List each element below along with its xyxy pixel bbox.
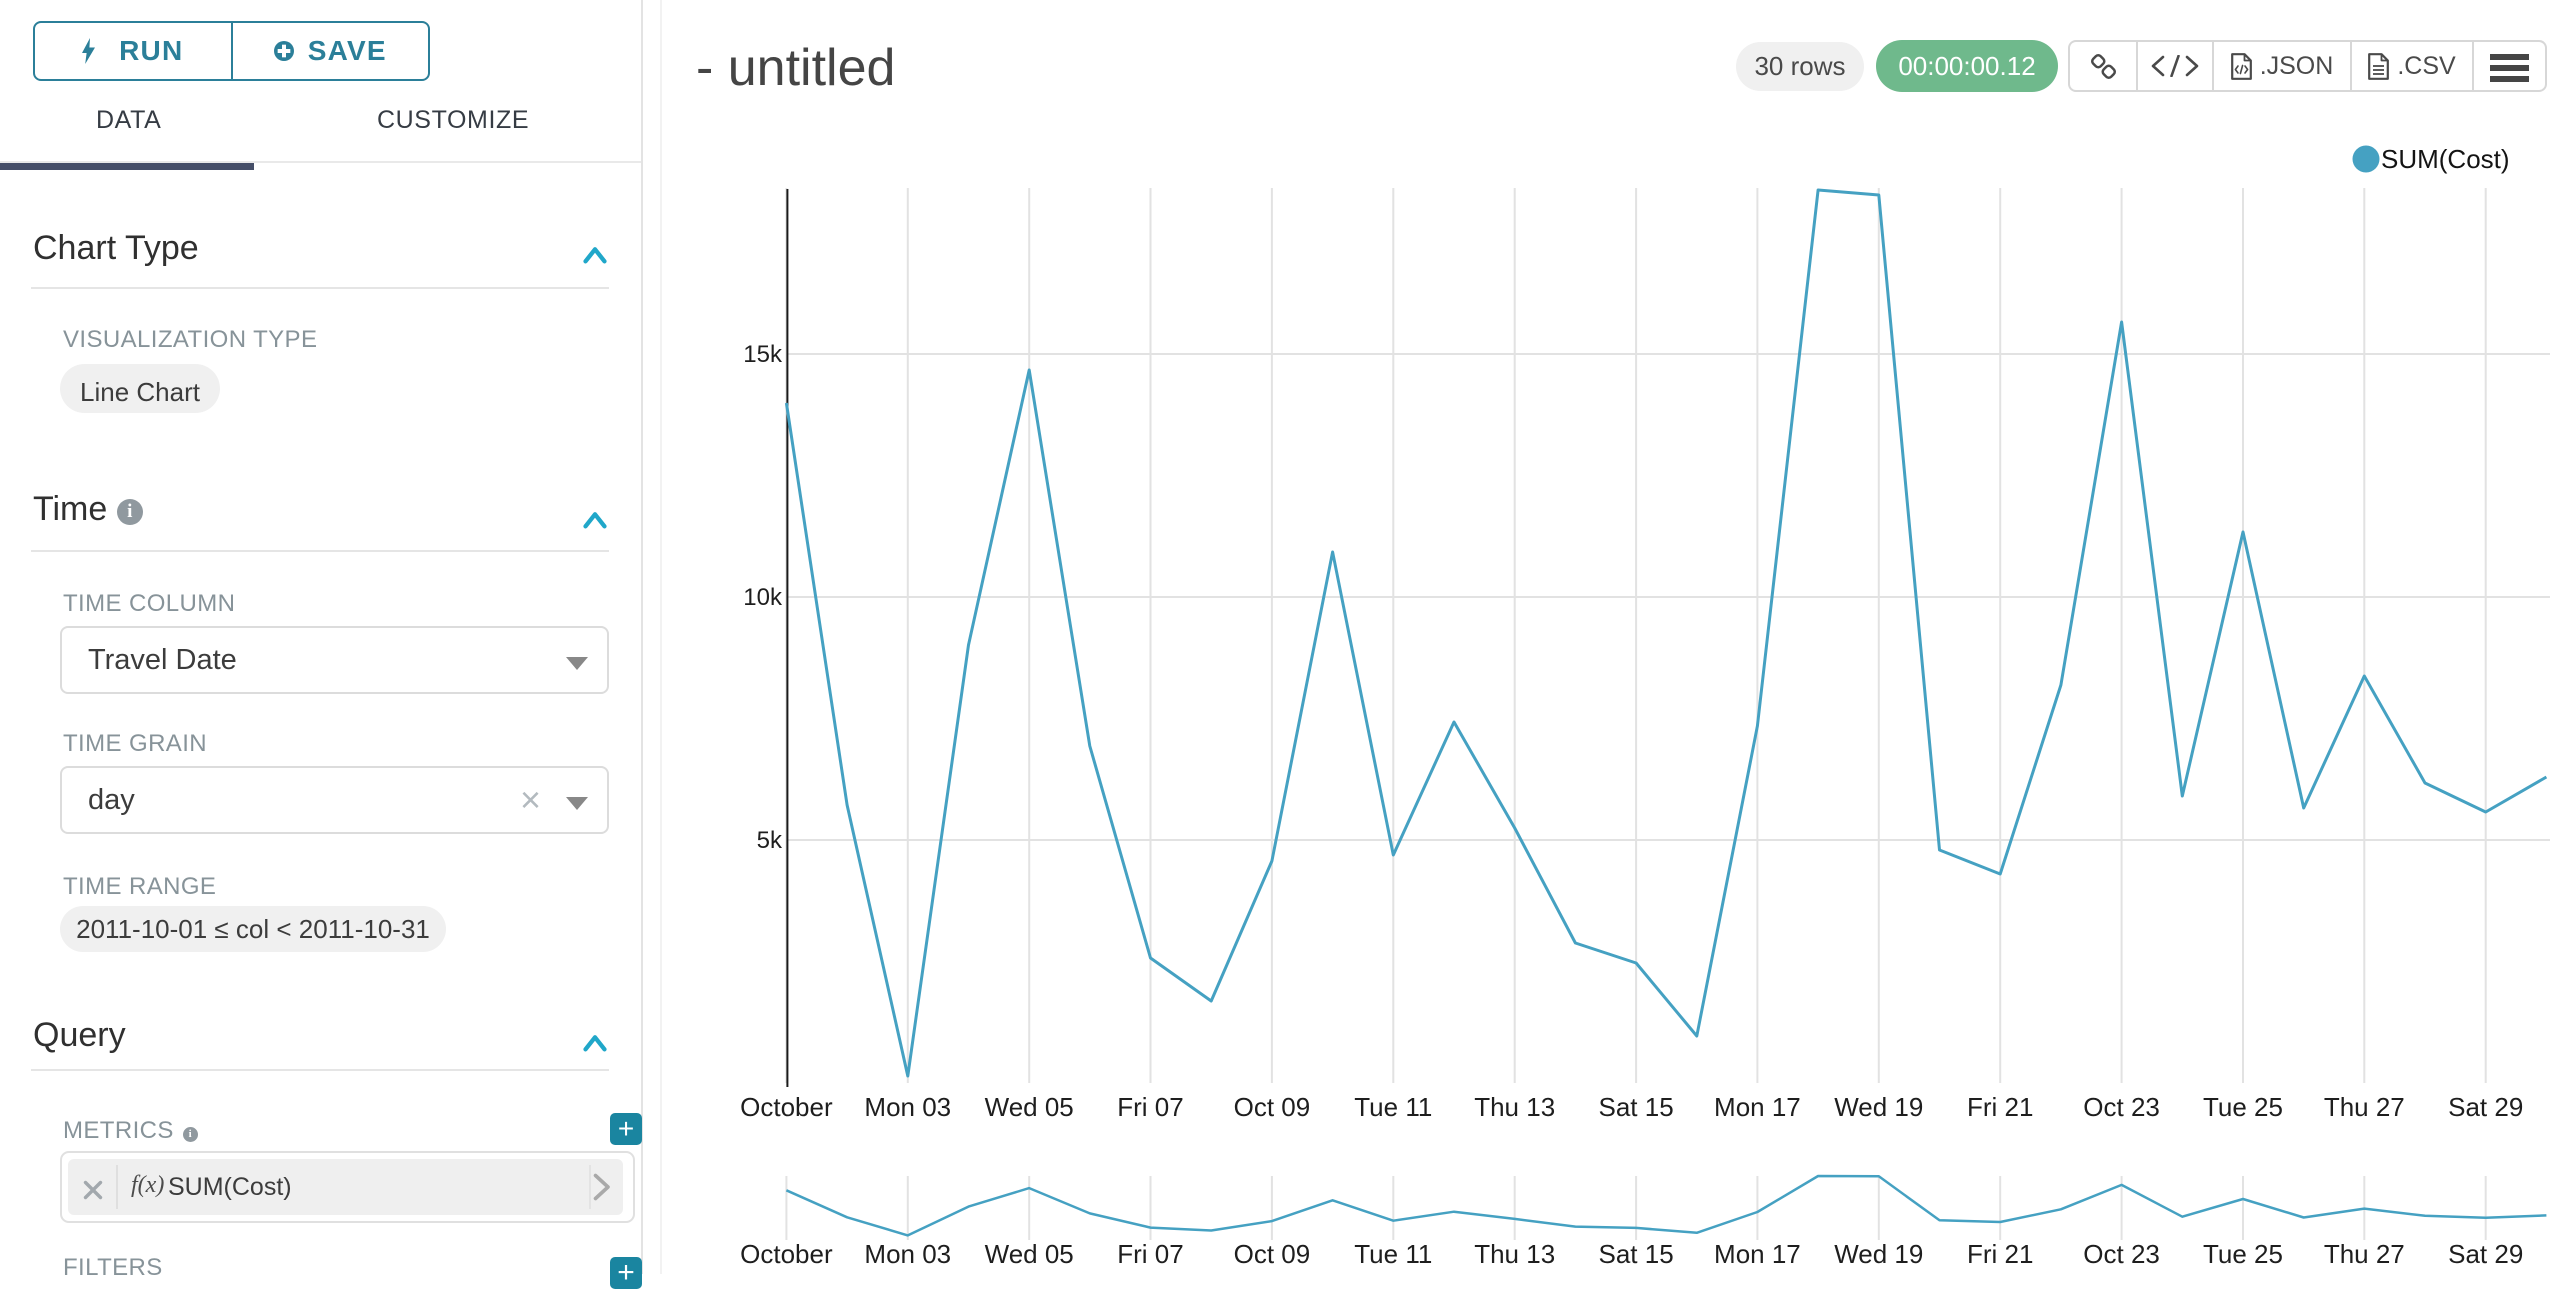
svg-text:Tue 25: Tue 25	[2203, 1092, 2283, 1122]
svg-text:Tue 25: Tue 25	[2203, 1239, 2283, 1269]
svg-text:Sat 15: Sat 15	[1599, 1092, 1674, 1122]
svg-text:Fri 21: Fri 21	[1967, 1092, 2033, 1122]
svg-text:Oct 09: Oct 09	[1234, 1239, 1311, 1269]
svg-text:Wed 19: Wed 19	[1834, 1092, 1923, 1122]
svg-text:Thu 27: Thu 27	[2324, 1239, 2405, 1269]
svg-text:Mon 17: Mon 17	[1714, 1092, 1801, 1122]
svg-text:Tue 11: Tue 11	[1354, 1092, 1432, 1122]
svg-text:Thu 13: Thu 13	[1474, 1239, 1555, 1269]
svg-text:Thu 13: Thu 13	[1474, 1092, 1555, 1122]
svg-text:October: October	[740, 1239, 833, 1269]
svg-text:Thu 27: Thu 27	[2324, 1092, 2405, 1122]
svg-text:15k: 15k	[743, 341, 783, 368]
svg-text:Mon 03: Mon 03	[864, 1092, 951, 1122]
svg-text:Fri 07: Fri 07	[1117, 1092, 1183, 1122]
svg-text:Fri 07: Fri 07	[1117, 1239, 1183, 1269]
svg-text:Oct 23: Oct 23	[2083, 1239, 2160, 1269]
svg-text:SUM(Cost): SUM(Cost)	[2381, 144, 2510, 174]
svg-text:5k: 5k	[757, 827, 783, 854]
svg-text:Sat 29: Sat 29	[2448, 1092, 2523, 1122]
svg-text:Mon 17: Mon 17	[1714, 1239, 1801, 1269]
svg-text:Sat 15: Sat 15	[1599, 1239, 1674, 1269]
svg-text:Wed 19: Wed 19	[1834, 1239, 1923, 1269]
svg-text:Mon 03: Mon 03	[864, 1239, 951, 1269]
svg-text:October: October	[740, 1092, 833, 1122]
svg-text:Fri 21: Fri 21	[1967, 1239, 2033, 1269]
svg-text:Sat 29: Sat 29	[2448, 1239, 2523, 1269]
svg-text:Tue 11: Tue 11	[1354, 1239, 1432, 1269]
svg-text:Wed 05: Wed 05	[985, 1239, 1074, 1269]
svg-text:Wed 05: Wed 05	[985, 1092, 1074, 1122]
svg-text:10k: 10k	[743, 584, 783, 611]
svg-text:Oct 09: Oct 09	[1234, 1092, 1311, 1122]
svg-text:Oct 23: Oct 23	[2083, 1092, 2160, 1122]
